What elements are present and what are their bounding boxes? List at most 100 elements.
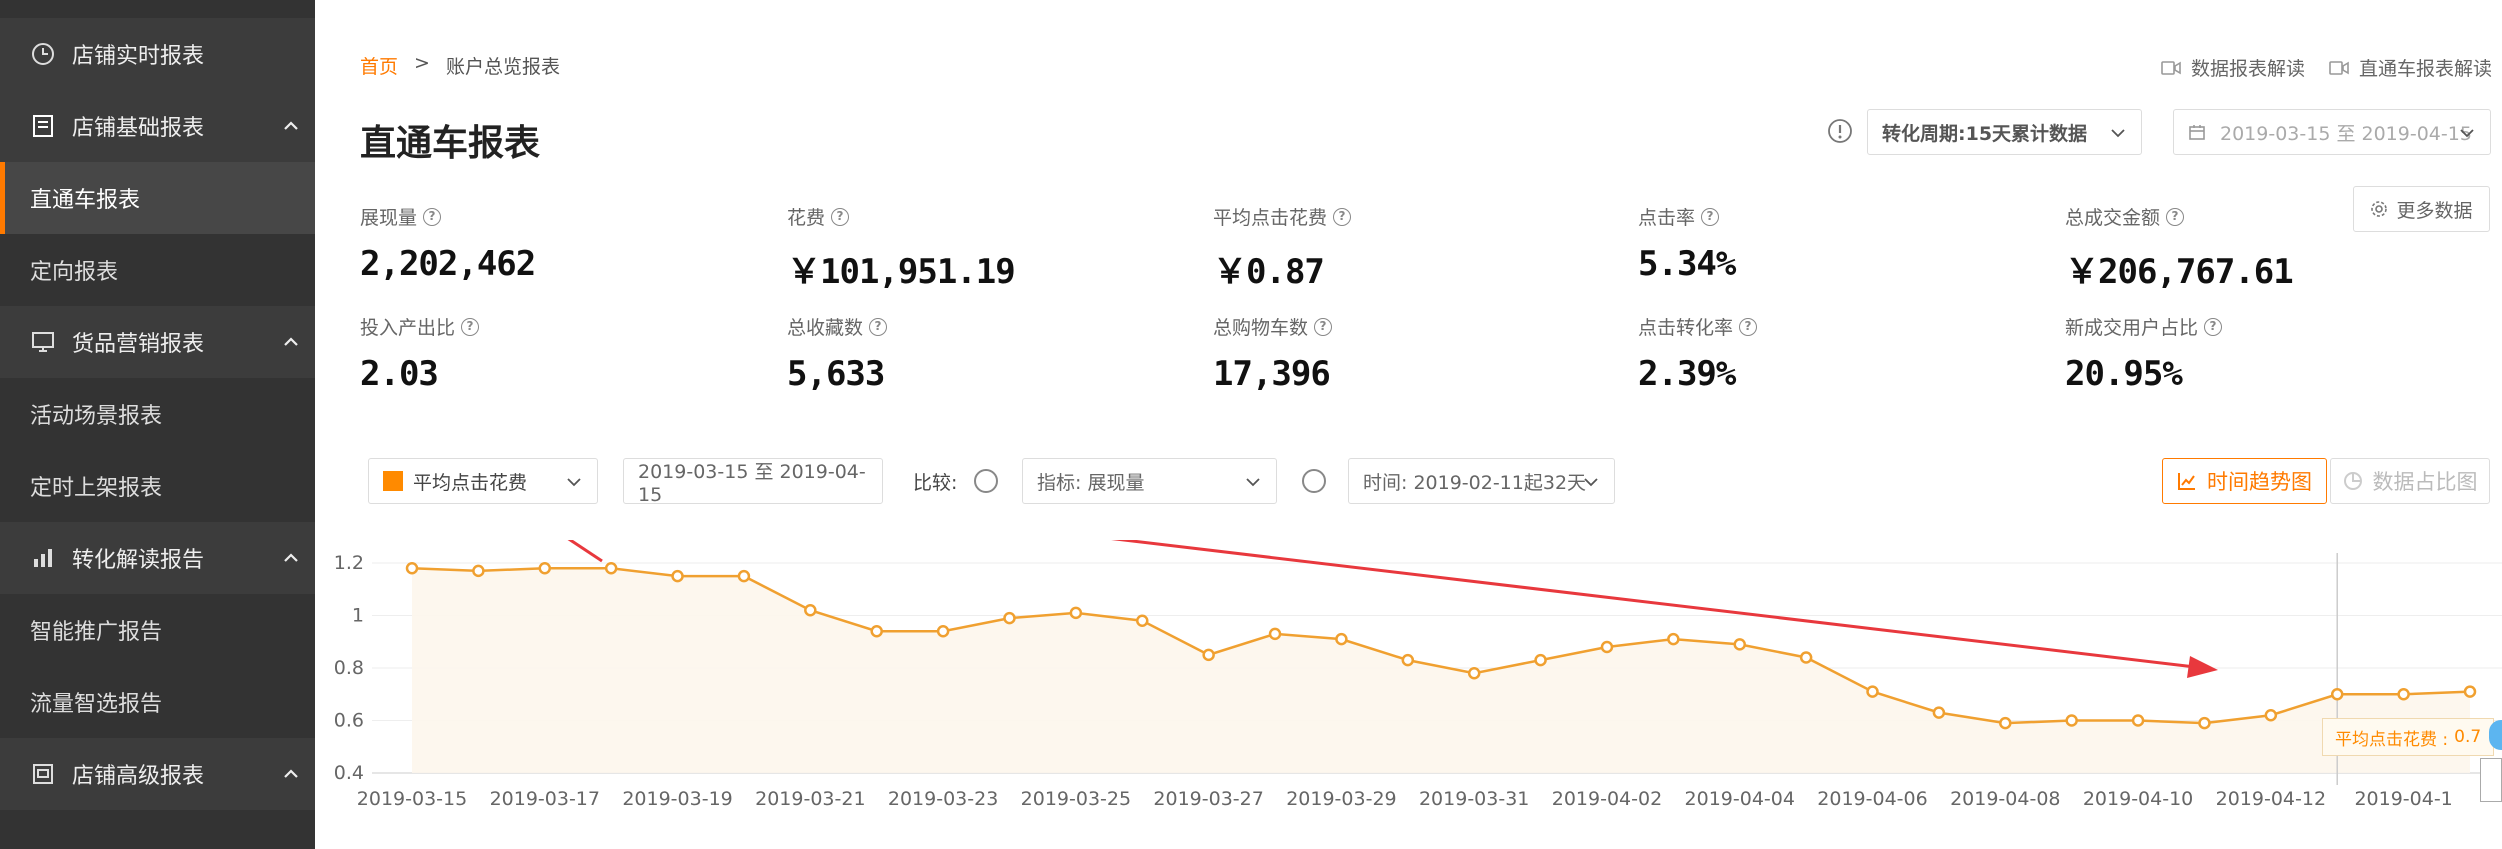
metric-select-value: 平均点击花费 — [413, 471, 528, 494]
conversion-period-value: 转化周期:15天累计数据 — [1882, 122, 2088, 145]
metric-select[interactable]: 平均点击花费 — [368, 458, 598, 504]
data-point — [538, 562, 552, 575]
x-tick-label: 2019-04-10 — [2083, 788, 2193, 810]
sidebar-item-label: 直通车报表 — [30, 188, 141, 213]
sidebar-item-8[interactable]: 转化解读报告 — [0, 522, 315, 594]
data-point — [1866, 685, 1879, 698]
sidebar-item-label: 店铺实时报表 — [72, 44, 205, 69]
clock-icon — [32, 43, 54, 65]
kpi-value: ￥206,767.61 — [2065, 252, 2294, 292]
data-point — [1999, 716, 2012, 730]
data-point — [604, 562, 618, 575]
sidebar-item-label: 智能推广报告 — [30, 620, 163, 645]
sidebar-item-5[interactable]: 货品营销报表 — [0, 306, 315, 378]
sidebar-item-label: 转化解读报告 — [72, 548, 205, 573]
help-icon[interactable]: ? — [2204, 317, 2223, 336]
kpi-label-text: 新成交用户占比 — [2065, 317, 2199, 339]
x-tick-label: 2019-04-12 — [2216, 788, 2326, 810]
y-tick-label: 0.6 — [334, 710, 364, 732]
floating-panel-edge[interactable] — [2480, 758, 2502, 802]
indicator-select[interactable]: 指标: 展现量 — [1022, 458, 1277, 504]
more-data-button[interactable]: 更多数据 — [2353, 186, 2490, 232]
kpi-value: ￥0.87 — [1213, 252, 1325, 292]
kpi-label-text: 总购物车数 — [1213, 317, 1309, 339]
kpi-card: 点击率? 5.34% — [1638, 203, 1736, 284]
y-tick-label: 0.4 — [334, 762, 364, 784]
sidebar-item-1[interactable]: 店铺实时报表 — [0, 18, 315, 90]
sidebar-item-6[interactable]: 活动场景报表 — [0, 378, 315, 450]
data-point — [1069, 606, 1083, 620]
help-icon[interactable]: ? — [1701, 207, 1720, 226]
conversion-period-select[interactable]: 转化周期:15天累计数据 — [1867, 109, 2142, 155]
kpi-label: 平均点击花费? — [1213, 203, 1352, 230]
kpi-value: 2.03 — [360, 354, 439, 394]
date-range-picker[interactable]: 2019-03-15 至 2019-04-15 — [2173, 109, 2491, 155]
feedback-handle[interactable] — [2489, 720, 2502, 750]
data-point — [405, 562, 419, 575]
sidebar-item-label: 店铺高级报表 — [72, 764, 205, 789]
kpi-label-text: 花费 — [787, 207, 826, 229]
chevron-up-icon — [284, 769, 298, 778]
help-icon[interactable]: ? — [2166, 207, 2185, 226]
time-trend-tab[interactable]: 时间趋势图 — [2162, 458, 2327, 504]
data-point — [1932, 706, 1946, 719]
data-point — [1202, 648, 1215, 662]
kpi-label-text: 展现量 — [360, 207, 418, 229]
x-tick-label: 2019-03-19 — [622, 788, 732, 810]
annotation-arrow-1 — [567, 540, 603, 563]
sidebar-item-label: 货品营销报表 — [72, 332, 205, 357]
x-tick-label: 2019-03-31 — [1419, 788, 1529, 810]
x-tick-label: 2019-03-17 — [490, 788, 600, 810]
top-links: 数据报表解读 直通车报表解读 — [2161, 54, 2492, 81]
help-icon[interactable]: ? — [869, 317, 888, 336]
time-select[interactable]: 时间: 2019-02-11起32天 — [1348, 458, 1615, 504]
data-report-link[interactable]: 数据报表解读 — [2161, 54, 2305, 81]
x-tick-label: 2019-03-25 — [1021, 788, 1131, 810]
trend-chart: 1.2 1 0.8 0.6 0.4 2019-03-15 2019-03-17 2019-03… — [334, 540, 2502, 810]
kpi-label: 点击转化率? — [1638, 313, 1758, 340]
chart-date-range-value: 2019-03-15 至 2019-04-15 — [638, 460, 866, 506]
x-tick-label: 2019-04-04 — [1685, 788, 1795, 810]
data-point — [936, 625, 950, 638]
sidebar-item-label: 店铺基础报表 — [72, 116, 205, 141]
kpi-card: 展现量? 2,202,462 — [360, 203, 536, 284]
data-point — [804, 604, 817, 617]
kpi-label-text: 平均点击花费 — [1213, 207, 1328, 229]
help-icon[interactable]: ? — [423, 207, 442, 226]
kpi-value: 5.34% — [1638, 244, 1736, 284]
chevron-down-icon — [567, 478, 581, 487]
sidebar-item-7[interactable]: 定时上架报表 — [0, 450, 315, 522]
sidebar-item-3[interactable]: 直通车报表 — [0, 162, 315, 234]
kpi-value: 2.39% — [1638, 354, 1736, 394]
data-point — [1268, 627, 1282, 641]
compare-indicator-radio[interactable] — [974, 469, 998, 493]
kpi-label: 新成交用户占比? — [2065, 313, 2223, 340]
monitor-icon — [32, 332, 54, 352]
main-content: 首页 > 账户总览报表 数据报表解读 直通车报表解读 直通车报表 转化周期:15… — [315, 0, 2502, 849]
sidebar-item-2[interactable]: 店铺基础报表 — [0, 90, 315, 162]
sidebar-item-label: 流量智选报告 — [30, 692, 163, 717]
chevron-up-icon — [284, 121, 298, 130]
info-icon[interactable] — [1827, 118, 1853, 144]
data-point — [1467, 667, 1481, 680]
compare-time-radio[interactable] — [1302, 469, 1326, 493]
x-tick-label: 2019-04-02 — [1552, 788, 1662, 810]
help-icon[interactable]: ? — [1739, 317, 1758, 336]
help-icon[interactable]: ? — [1333, 207, 1352, 226]
breadcrumb-home-link[interactable]: 首页 — [360, 56, 399, 78]
data-point — [1799, 651, 1813, 664]
help-icon[interactable]: ? — [831, 207, 850, 226]
sidebar-item-9[interactable]: 智能推广报告 — [0, 594, 315, 666]
data-share-tab[interactable]: 数据占比图 — [2330, 458, 2490, 504]
kpi-value: 2,202,462 — [360, 244, 536, 284]
ztc-report-link[interactable]: 直通车报表解读 — [2329, 54, 2492, 81]
time-trend-tab-label: 时间趋势图 — [2207, 470, 2312, 494]
help-icon[interactable]: ? — [461, 317, 480, 336]
sidebar-item-11[interactable]: 店铺高级报表 — [0, 738, 315, 810]
chart-date-range[interactable]: 2019-03-15 至 2019-04-15 — [623, 458, 883, 506]
help-icon[interactable]: ? — [1314, 317, 1333, 336]
sidebar-item-4[interactable]: 定向报表 — [0, 234, 315, 306]
kpi-card: 点击转化率? 2.39% — [1638, 313, 1758, 394]
indicator-select-value: 指标: 展现量 — [1037, 471, 1145, 494]
sidebar-item-10[interactable]: 流量智选报告 — [0, 666, 315, 738]
